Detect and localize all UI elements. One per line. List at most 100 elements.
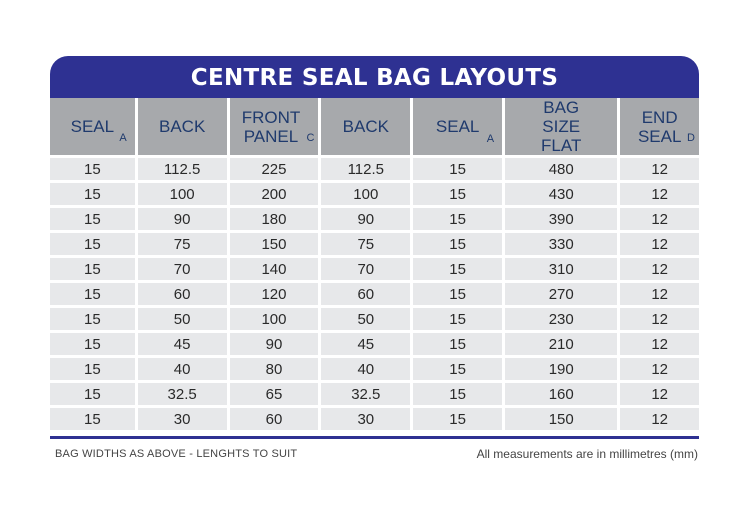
table-cell: 60 bbox=[137, 283, 227, 305]
table-cell: 90 bbox=[321, 208, 411, 230]
column-header-end-seal-d: END SEAL D bbox=[620, 98, 699, 155]
table-cell: 140 bbox=[229, 258, 319, 280]
table-cell: 15 bbox=[413, 333, 503, 355]
table-cell: 15 bbox=[50, 308, 135, 330]
table-cell: 12 bbox=[620, 233, 699, 255]
table-cell: 60 bbox=[321, 283, 411, 305]
column-header-label: BACK bbox=[342, 117, 389, 136]
table-cell: 12 bbox=[620, 408, 699, 430]
table-cell: 190 bbox=[505, 358, 618, 380]
table-cell: 120 bbox=[229, 283, 319, 305]
table-row: 15 75 150 75 15 330 12 bbox=[50, 233, 699, 255]
table-cell: 270 bbox=[505, 283, 618, 305]
table-cell: 32.5 bbox=[137, 383, 227, 405]
footer-note-units: All measurements are in millimetres (mm) bbox=[476, 447, 698, 461]
table-row: 15 100 200 100 15 430 12 bbox=[50, 183, 699, 205]
column-header-back: BACK bbox=[137, 98, 227, 155]
table-row: 15 50 100 50 15 230 12 bbox=[50, 308, 699, 330]
table-cell: 15 bbox=[413, 233, 503, 255]
table-cell: 15 bbox=[50, 158, 135, 180]
table-cell: 12 bbox=[620, 258, 699, 280]
column-header-back-2: BACK bbox=[321, 98, 411, 155]
table-cell: 15 bbox=[50, 283, 135, 305]
table-cell: 70 bbox=[321, 258, 411, 280]
table-row: 15 112.5 225 112.5 15 480 12 bbox=[50, 158, 699, 180]
footer-note-widths: BAG WIDTHS AS ABOVE - LENGHTS TO SUIT bbox=[55, 448, 298, 460]
table-row: 15 40 80 40 15 190 12 bbox=[50, 358, 699, 380]
bottom-divider bbox=[50, 436, 699, 439]
table-cell: 180 bbox=[229, 208, 319, 230]
table-cell: 150 bbox=[505, 408, 618, 430]
table-cell: 15 bbox=[413, 158, 503, 180]
table-cell: 80 bbox=[229, 358, 319, 380]
column-header-front-panel-c: FRONT PANEL C bbox=[229, 98, 319, 155]
table-cell: 45 bbox=[321, 333, 411, 355]
table-cell: 12 bbox=[620, 208, 699, 230]
table-cell: 15 bbox=[413, 408, 503, 430]
table-cell: 15 bbox=[413, 358, 503, 380]
column-header-label: BACK bbox=[159, 117, 206, 136]
table-cell: 12 bbox=[620, 308, 699, 330]
column-header-label: END SEAL bbox=[637, 107, 682, 146]
table-row: 15 32.5 65 32.5 15 160 12 bbox=[50, 383, 699, 405]
table-cell: 200 bbox=[229, 183, 319, 205]
column-header-subscript: A bbox=[119, 132, 127, 144]
table-cell: 15 bbox=[50, 233, 135, 255]
table-cell: 90 bbox=[137, 208, 227, 230]
table-cell: 15 bbox=[413, 283, 503, 305]
bag-layout-card: CENTRE SEAL BAG LAYOUTS SEAL A BACK FRON… bbox=[50, 56, 699, 433]
table-cell: 50 bbox=[137, 308, 227, 330]
table-cell: 12 bbox=[620, 283, 699, 305]
table-cell: 230 bbox=[505, 308, 618, 330]
table-cell: 30 bbox=[321, 408, 411, 430]
table-row: 15 90 180 90 15 390 12 bbox=[50, 208, 699, 230]
table-cell: 330 bbox=[505, 233, 618, 255]
table-cell: 430 bbox=[505, 183, 618, 205]
table-cell: 15 bbox=[50, 183, 135, 205]
table-cell: 40 bbox=[321, 358, 411, 380]
table-cell: 210 bbox=[505, 333, 618, 355]
table-cell: 100 bbox=[321, 183, 411, 205]
table-row: 15 30 60 30 15 150 12 bbox=[50, 408, 699, 430]
column-header-subscript: A bbox=[486, 133, 495, 145]
table-cell: 40 bbox=[137, 358, 227, 380]
table-cell: 15 bbox=[413, 308, 503, 330]
table-body: 15 112.5 225 112.5 15 480 12 15 100 200 100 15 430 12… bbox=[50, 158, 699, 430]
table-cell: 32.5 bbox=[321, 383, 411, 405]
column-header-bag-size-flat: BAG SIZE FLAT bbox=[505, 98, 618, 155]
table-cell: 112.5 bbox=[321, 158, 411, 180]
table-cell: 310 bbox=[505, 258, 618, 280]
table-cell: 12 bbox=[620, 333, 699, 355]
bag-layout-table: SEAL A BACK FRONT PANEL C BACK SEAL A bbox=[47, 95, 702, 433]
column-header-seal-a: SEAL A bbox=[50, 98, 135, 155]
table-cell: 12 bbox=[620, 383, 699, 405]
column-header-label: FRONT PANEL bbox=[241, 107, 301, 146]
table-cell: 15 bbox=[50, 383, 135, 405]
table-cell: 150 bbox=[229, 233, 319, 255]
table-cell: 480 bbox=[505, 158, 618, 180]
table-row: 15 60 120 60 15 270 12 bbox=[50, 283, 699, 305]
table-row: 15 70 140 70 15 310 12 bbox=[50, 258, 699, 280]
table-cell: 70 bbox=[137, 258, 227, 280]
table-cell: 15 bbox=[413, 258, 503, 280]
table-cell: 90 bbox=[229, 333, 319, 355]
table-cell: 50 bbox=[321, 308, 411, 330]
column-header-label: BAG SIZE FLAT bbox=[541, 98, 582, 155]
table-cell: 15 bbox=[50, 408, 135, 430]
column-header-subscript: C bbox=[306, 132, 315, 144]
column-header-subscript: D bbox=[687, 132, 695, 144]
table-cell: 15 bbox=[50, 358, 135, 380]
table-cell: 15 bbox=[413, 183, 503, 205]
table-row: 15 45 90 45 15 210 12 bbox=[50, 333, 699, 355]
table-cell: 15 bbox=[50, 208, 135, 230]
table-cell: 12 bbox=[620, 183, 699, 205]
table-cell: 30 bbox=[137, 408, 227, 430]
table-cell: 15 bbox=[413, 208, 503, 230]
column-header-seal-a-2: SEAL A bbox=[413, 98, 503, 155]
table-cell: 112.5 bbox=[137, 158, 227, 180]
table-cell: 100 bbox=[137, 183, 227, 205]
table-cell: 15 bbox=[50, 333, 135, 355]
table-cell: 65 bbox=[229, 383, 319, 405]
header-row: SEAL A BACK FRONT PANEL C BACK SEAL A bbox=[50, 98, 699, 155]
table-cell: 15 bbox=[50, 258, 135, 280]
